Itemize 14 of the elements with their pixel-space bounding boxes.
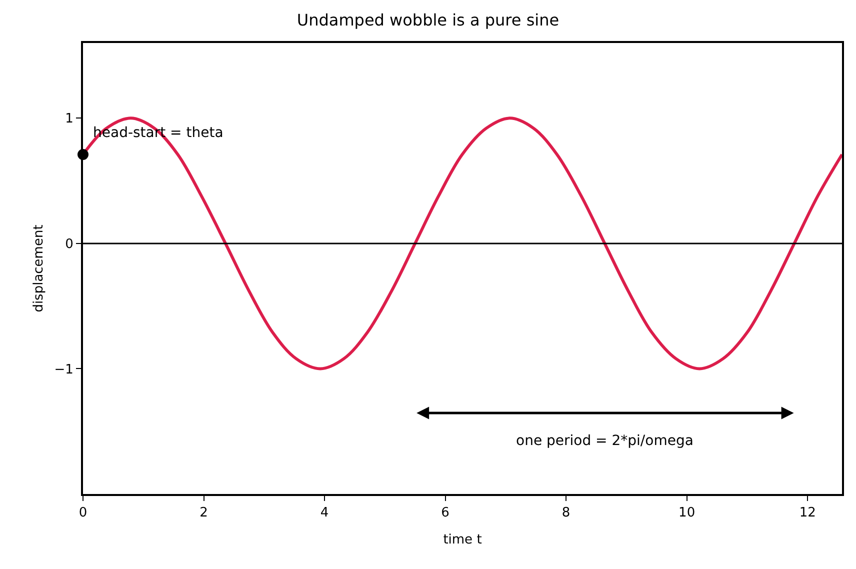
x-tick-label: 12 (799, 506, 816, 521)
y-tick-label: 0 (65, 236, 74, 252)
y-tick-label: 1 (65, 112, 74, 127)
x-tick-label: 10 (678, 506, 696, 521)
x-tick-label: 2 (200, 506, 208, 521)
annotation: one period = 2*pi/omega (516, 433, 694, 449)
y-tick-label: −1 (54, 362, 74, 378)
x-tick-label: 8 (562, 506, 570, 521)
y-axis-title: displacement (32, 224, 47, 312)
x-tick-label: 6 (441, 506, 450, 521)
x-tick-label: 4 (320, 506, 329, 521)
x-axis-title: time t (443, 532, 482, 548)
x-tick-label: 0 (78, 506, 88, 521)
chart-title: Undamped wobble is a pure sine (296, 10, 560, 30)
